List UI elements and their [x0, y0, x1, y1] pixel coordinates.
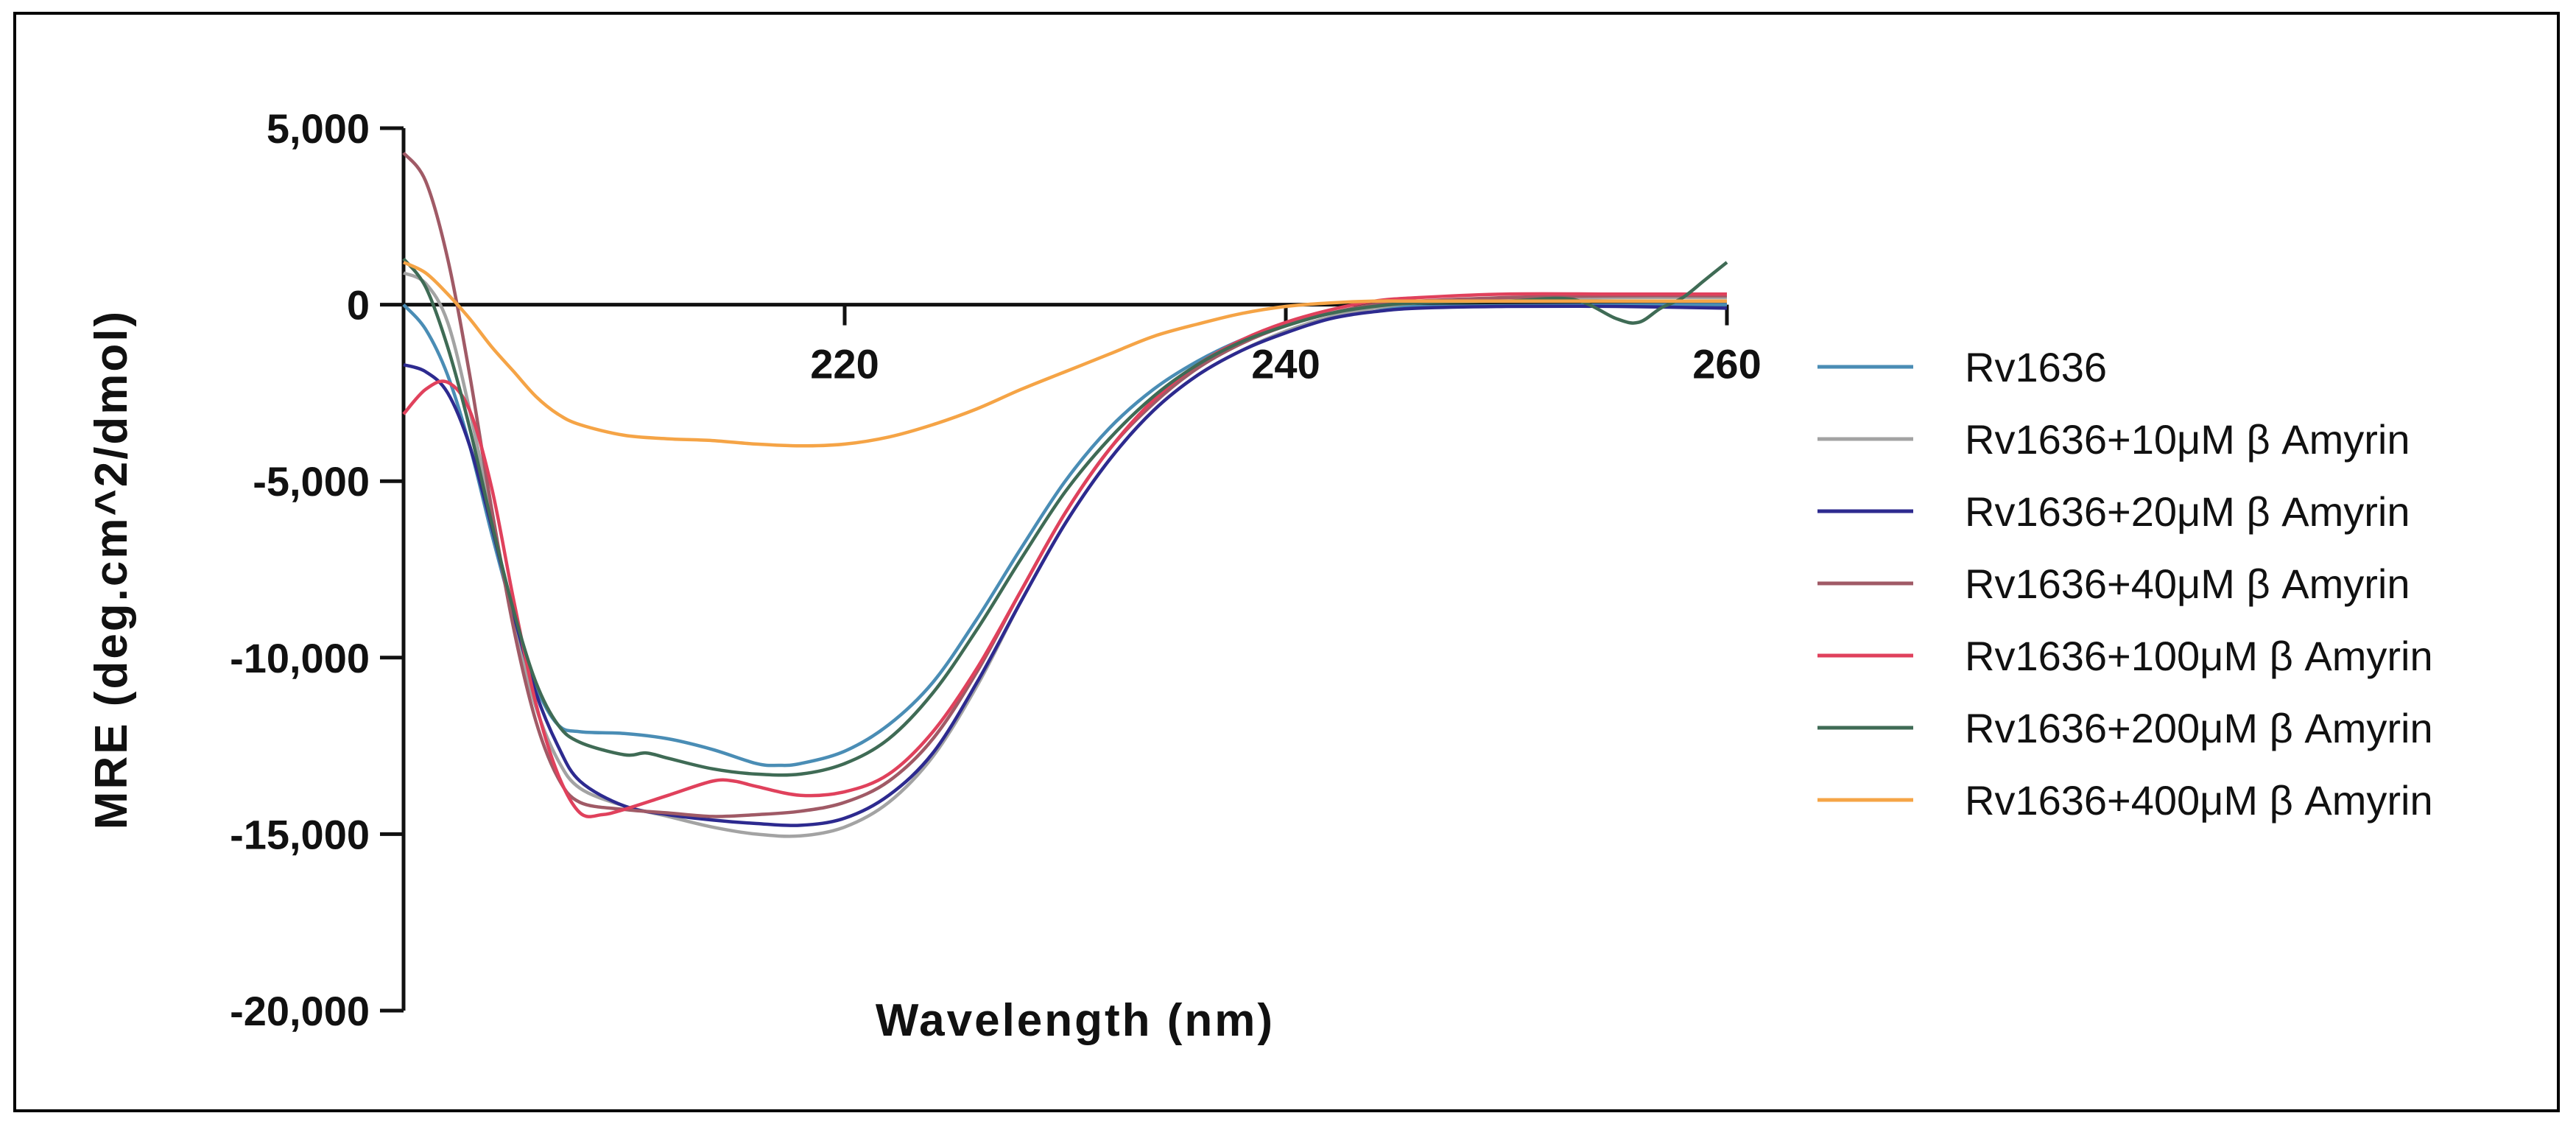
legend-label: Rv1636+400μM β Amyrin — [1965, 777, 2433, 824]
y-tick-label: -5,000 — [253, 458, 370, 505]
y-axis: 5,000 0 -5,000 -10,000 -15,000 -20,000 — [230, 105, 406, 1034]
legend-label: Rv1636+40μM β Amyrin — [1965, 561, 2410, 607]
x-axis-title: Wavelength (nm) — [876, 995, 1275, 1046]
legend-label: Rv1636+10μM β Amyrin — [1965, 416, 2410, 463]
y-tick-label: -20,000 — [230, 988, 370, 1034]
series-line-2 — [403, 271, 1728, 838]
legend: Rv1636 Rv1636+10μM β Amyrin Rv1636+20μM β … — [1817, 344, 2433, 824]
series-line-7 — [403, 261, 1727, 448]
legend-label: Rv1636 — [1965, 344, 2107, 390]
y-tick-label: 0 — [347, 282, 370, 329]
x-axis: 220 240 260 — [404, 303, 1762, 387]
x-tick-label: 260 — [1692, 341, 1761, 387]
y-tick-label: -10,000 — [230, 635, 370, 681]
x-tick-label: 240 — [1251, 341, 1320, 387]
y-tick-label: -15,000 — [230, 811, 370, 857]
x-tick-label: 220 — [810, 341, 879, 387]
series-line-6 — [402, 257, 1728, 777]
series-line-3 — [403, 304, 1728, 827]
y-axis-title: MRE (deg.cm^2/dmol) — [86, 309, 137, 829]
legend-label: Rv1636+20μM β Amyrin — [1965, 488, 2410, 535]
series-line-4 — [402, 151, 1728, 818]
legend-label: Rv1636+100μM β Amyrin — [1965, 633, 2433, 679]
series-group — [402, 151, 1728, 838]
series-line-1 — [402, 303, 1728, 768]
y-tick-label: 5,000 — [267, 105, 370, 152]
legend-label: Rv1636+200μM β Amyrin — [1965, 705, 2433, 751]
chart-frame — [13, 12, 2560, 1112]
